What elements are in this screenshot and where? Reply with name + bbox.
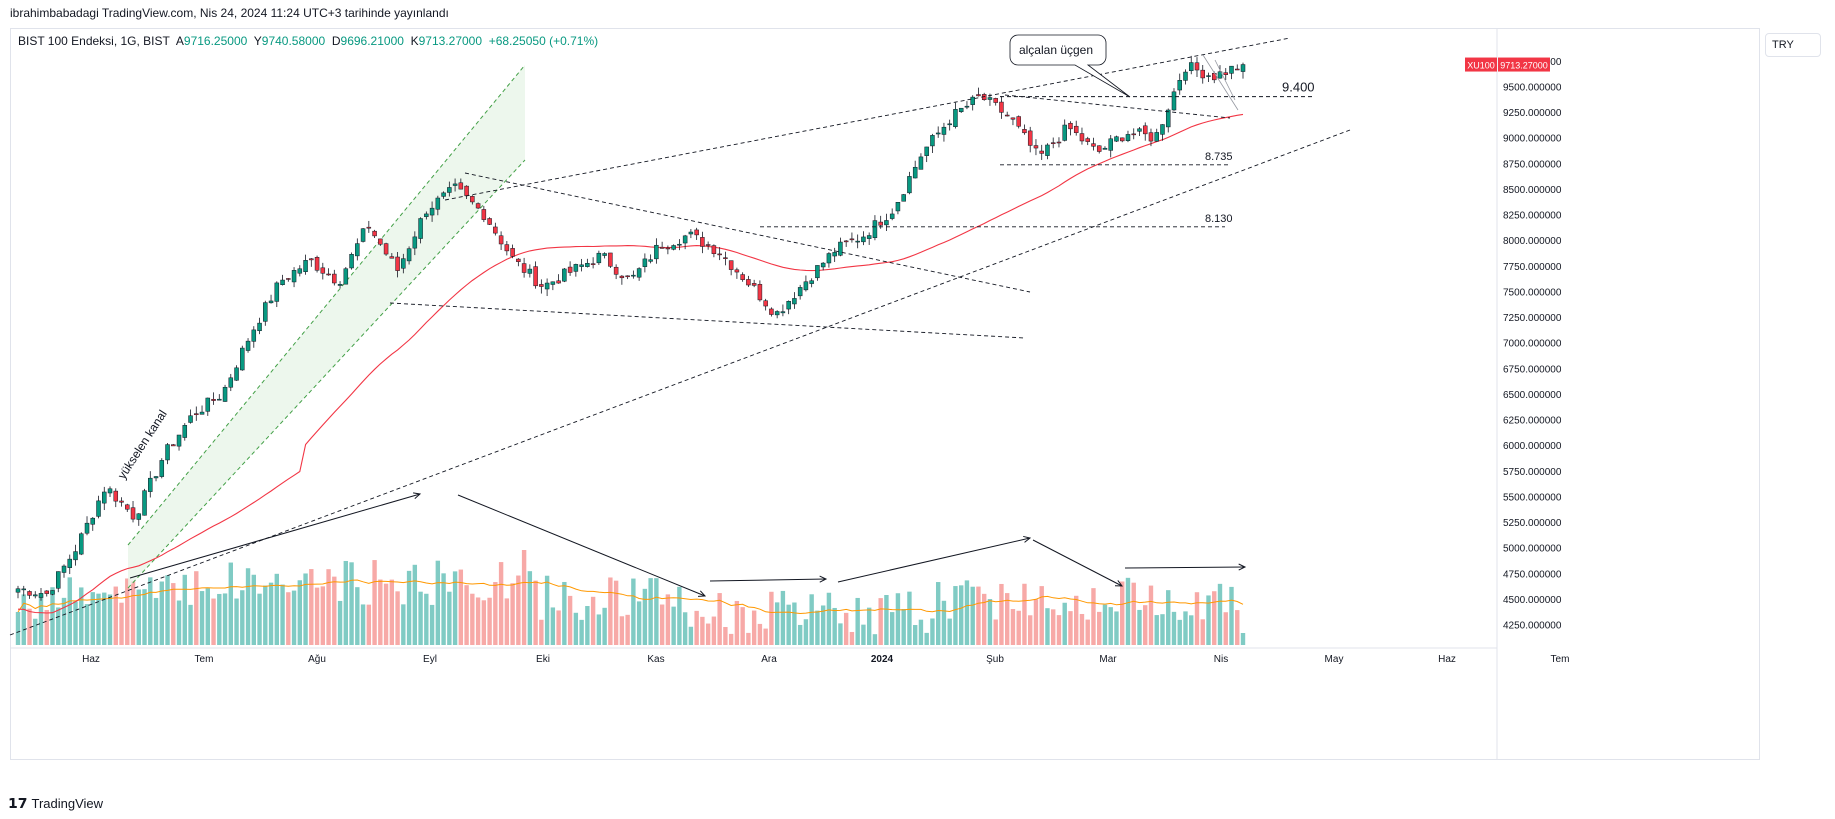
chart-legend: BIST 100 Endeksi, 1G, BIST A9716.25000 Y… (18, 34, 598, 48)
legend-high-label: Y (253, 34, 262, 48)
legend-high: 9740.58000 (261, 34, 326, 48)
legend-low-label: D (331, 34, 341, 48)
legend-close-label: K (410, 34, 419, 48)
legend-open: 9716.25000 (183, 34, 248, 48)
publish-info: ibrahimbabadagi TradingView.com, Nis 24,… (10, 6, 449, 20)
legend-change: +68.25050 (+0.71%) (488, 34, 599, 48)
tradingview-logo-icon: 𝟭𝟳 (8, 795, 28, 811)
chart-frame[interactable] (10, 28, 1760, 760)
legend-open-label: A (175, 34, 184, 48)
legend-close: 9713.27000 (418, 34, 483, 48)
legend-low: 9696.21000 (340, 34, 404, 48)
legend-symbol: BIST 100 Endeksi, 1G, BIST (18, 34, 170, 48)
currency-selector[interactable]: TRY (1765, 33, 1821, 57)
brand-name: TradingView (31, 796, 104, 811)
footer-brand[interactable]: 𝟭𝟳 TradingView (8, 795, 103, 812)
